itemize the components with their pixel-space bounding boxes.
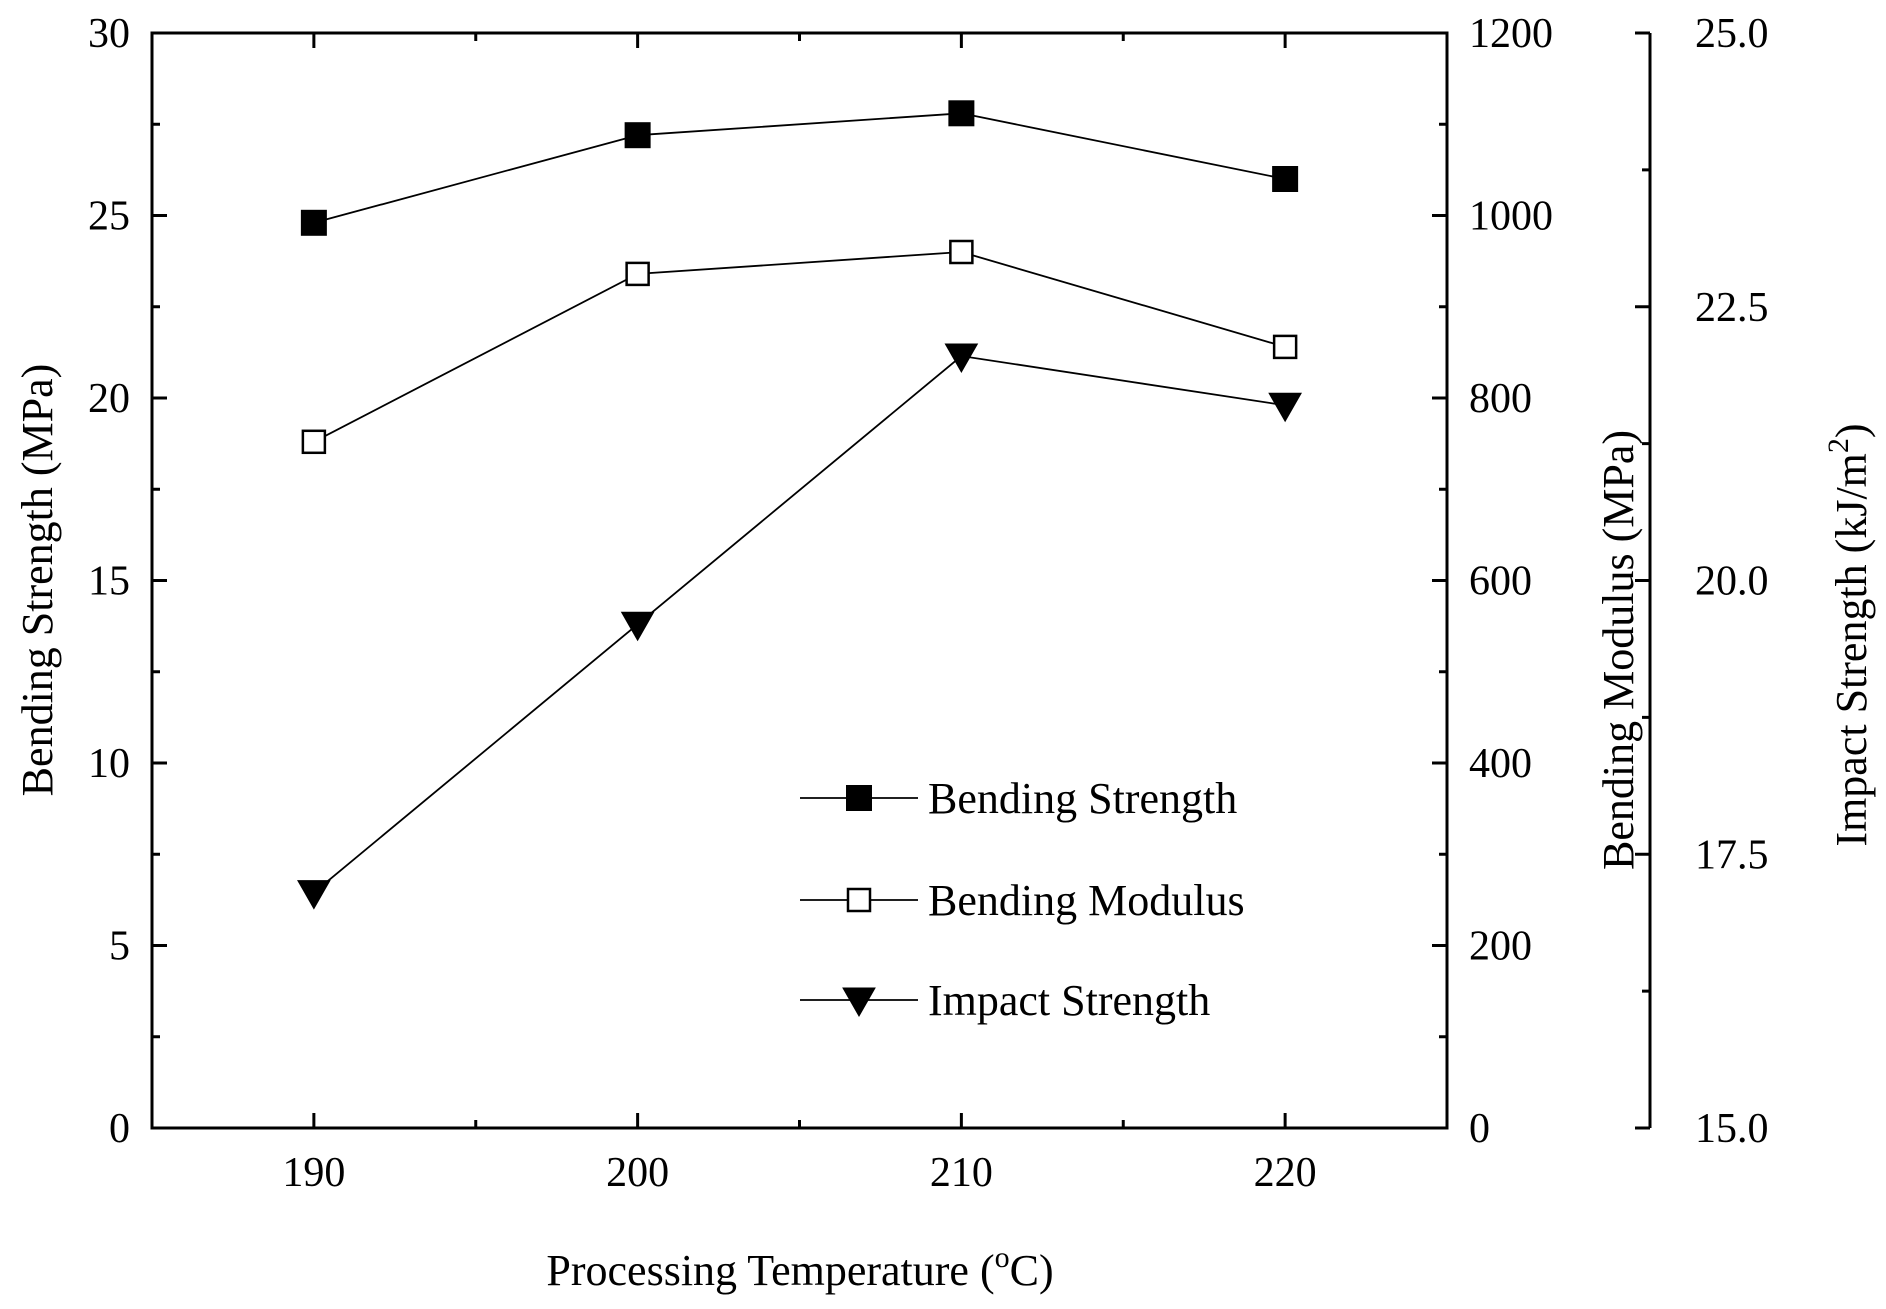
legend-marker-bending-strength: [846, 785, 872, 811]
bending-strength-point: [1272, 166, 1299, 192]
impact-strength-point: [1268, 392, 1302, 423]
bending-strength-point: [948, 100, 975, 127]
impact-axis-title: Impact Strength (kJ/m2): [1822, 423, 1876, 846]
bending-strength-line: [313, 112, 1286, 224]
x-axis: 190 200 210 220: [282, 33, 1317, 1196]
x-tick-label: 190: [282, 1150, 345, 1196]
modulus-y-tick-label: 1200: [1469, 11, 1553, 57]
bending-modulus-point: [1272, 334, 1298, 360]
modulus-y-tick-label: 200: [1469, 924, 1532, 970]
bending-modulus-point: [301, 429, 327, 455]
x-tick-label: 220: [1254, 1150, 1317, 1196]
impact-y-tick-label: 25.0: [1695, 11, 1769, 57]
impact-strength-point: [944, 343, 979, 374]
left-y-tick-label: 20: [88, 376, 130, 422]
impact-y-tick-label: 17.5: [1695, 832, 1769, 878]
left-y-tick-label: 5: [109, 924, 130, 970]
x-tick-label: 210: [930, 1150, 993, 1196]
impact-y-tick-label: 15.0: [1695, 1106, 1769, 1152]
legend-marker-bending-modulus: [846, 887, 872, 913]
legend-label-impact-strength: Impact Strength: [928, 976, 1210, 1025]
legend-label-bending-strength: Bending Strength: [928, 774, 1237, 823]
left-y-tick-label: 10: [88, 741, 130, 787]
modulus-y-tick-label: 0: [1469, 1106, 1490, 1152]
modulus-y-tick-label: 1000: [1469, 194, 1553, 240]
bending-modulus-point: [625, 261, 650, 287]
modulus-y-tick-label: 800: [1469, 376, 1532, 422]
left-y-tick-label: 25: [88, 194, 130, 240]
series-group: [297, 100, 1302, 910]
modulus-y-tick-label: 600: [1469, 559, 1532, 605]
legend-label-bending-modulus: Bending Modulus: [928, 876, 1245, 925]
bending-strength-point: [300, 209, 327, 236]
modulus-axis-title: Bending Modulus (MPa): [1594, 430, 1643, 870]
left-y-tick-label: 15: [88, 559, 130, 605]
impact-strength-point: [620, 611, 655, 642]
bending-modulus-line: [313, 251, 1286, 443]
impact-y-tick-label: 20.0: [1695, 559, 1769, 605]
x-tick-label: 200: [606, 1150, 669, 1196]
left-y-tick-label: 0: [109, 1106, 130, 1152]
impact-strength-line: [313, 355, 1286, 894]
x-axis-title: Processing Temperature (oC): [546, 1241, 1053, 1295]
bending-strength-point: [624, 122, 651, 149]
impact-strength-point: [297, 880, 331, 910]
y-axes: 0 5 10 15 20 25 30 0 200 400 600 800 1000 1200 15.0 17.…: [88, 11, 1769, 1152]
modulus-y-tick-label: 400: [1469, 741, 1532, 787]
left-axis-title: Bending Strength (MPa): [13, 364, 62, 797]
left-y-tick-label: 30: [88, 11, 130, 57]
impact-y-tick-label: 22.5: [1695, 285, 1769, 331]
bending-modulus-point: [949, 239, 974, 265]
plot-frame: [150, 31, 1449, 1130]
legend-marker-impact-strength: [842, 987, 876, 1018]
legend: Bending Strength Bending Modulus Impact St…: [800, 774, 1245, 1025]
